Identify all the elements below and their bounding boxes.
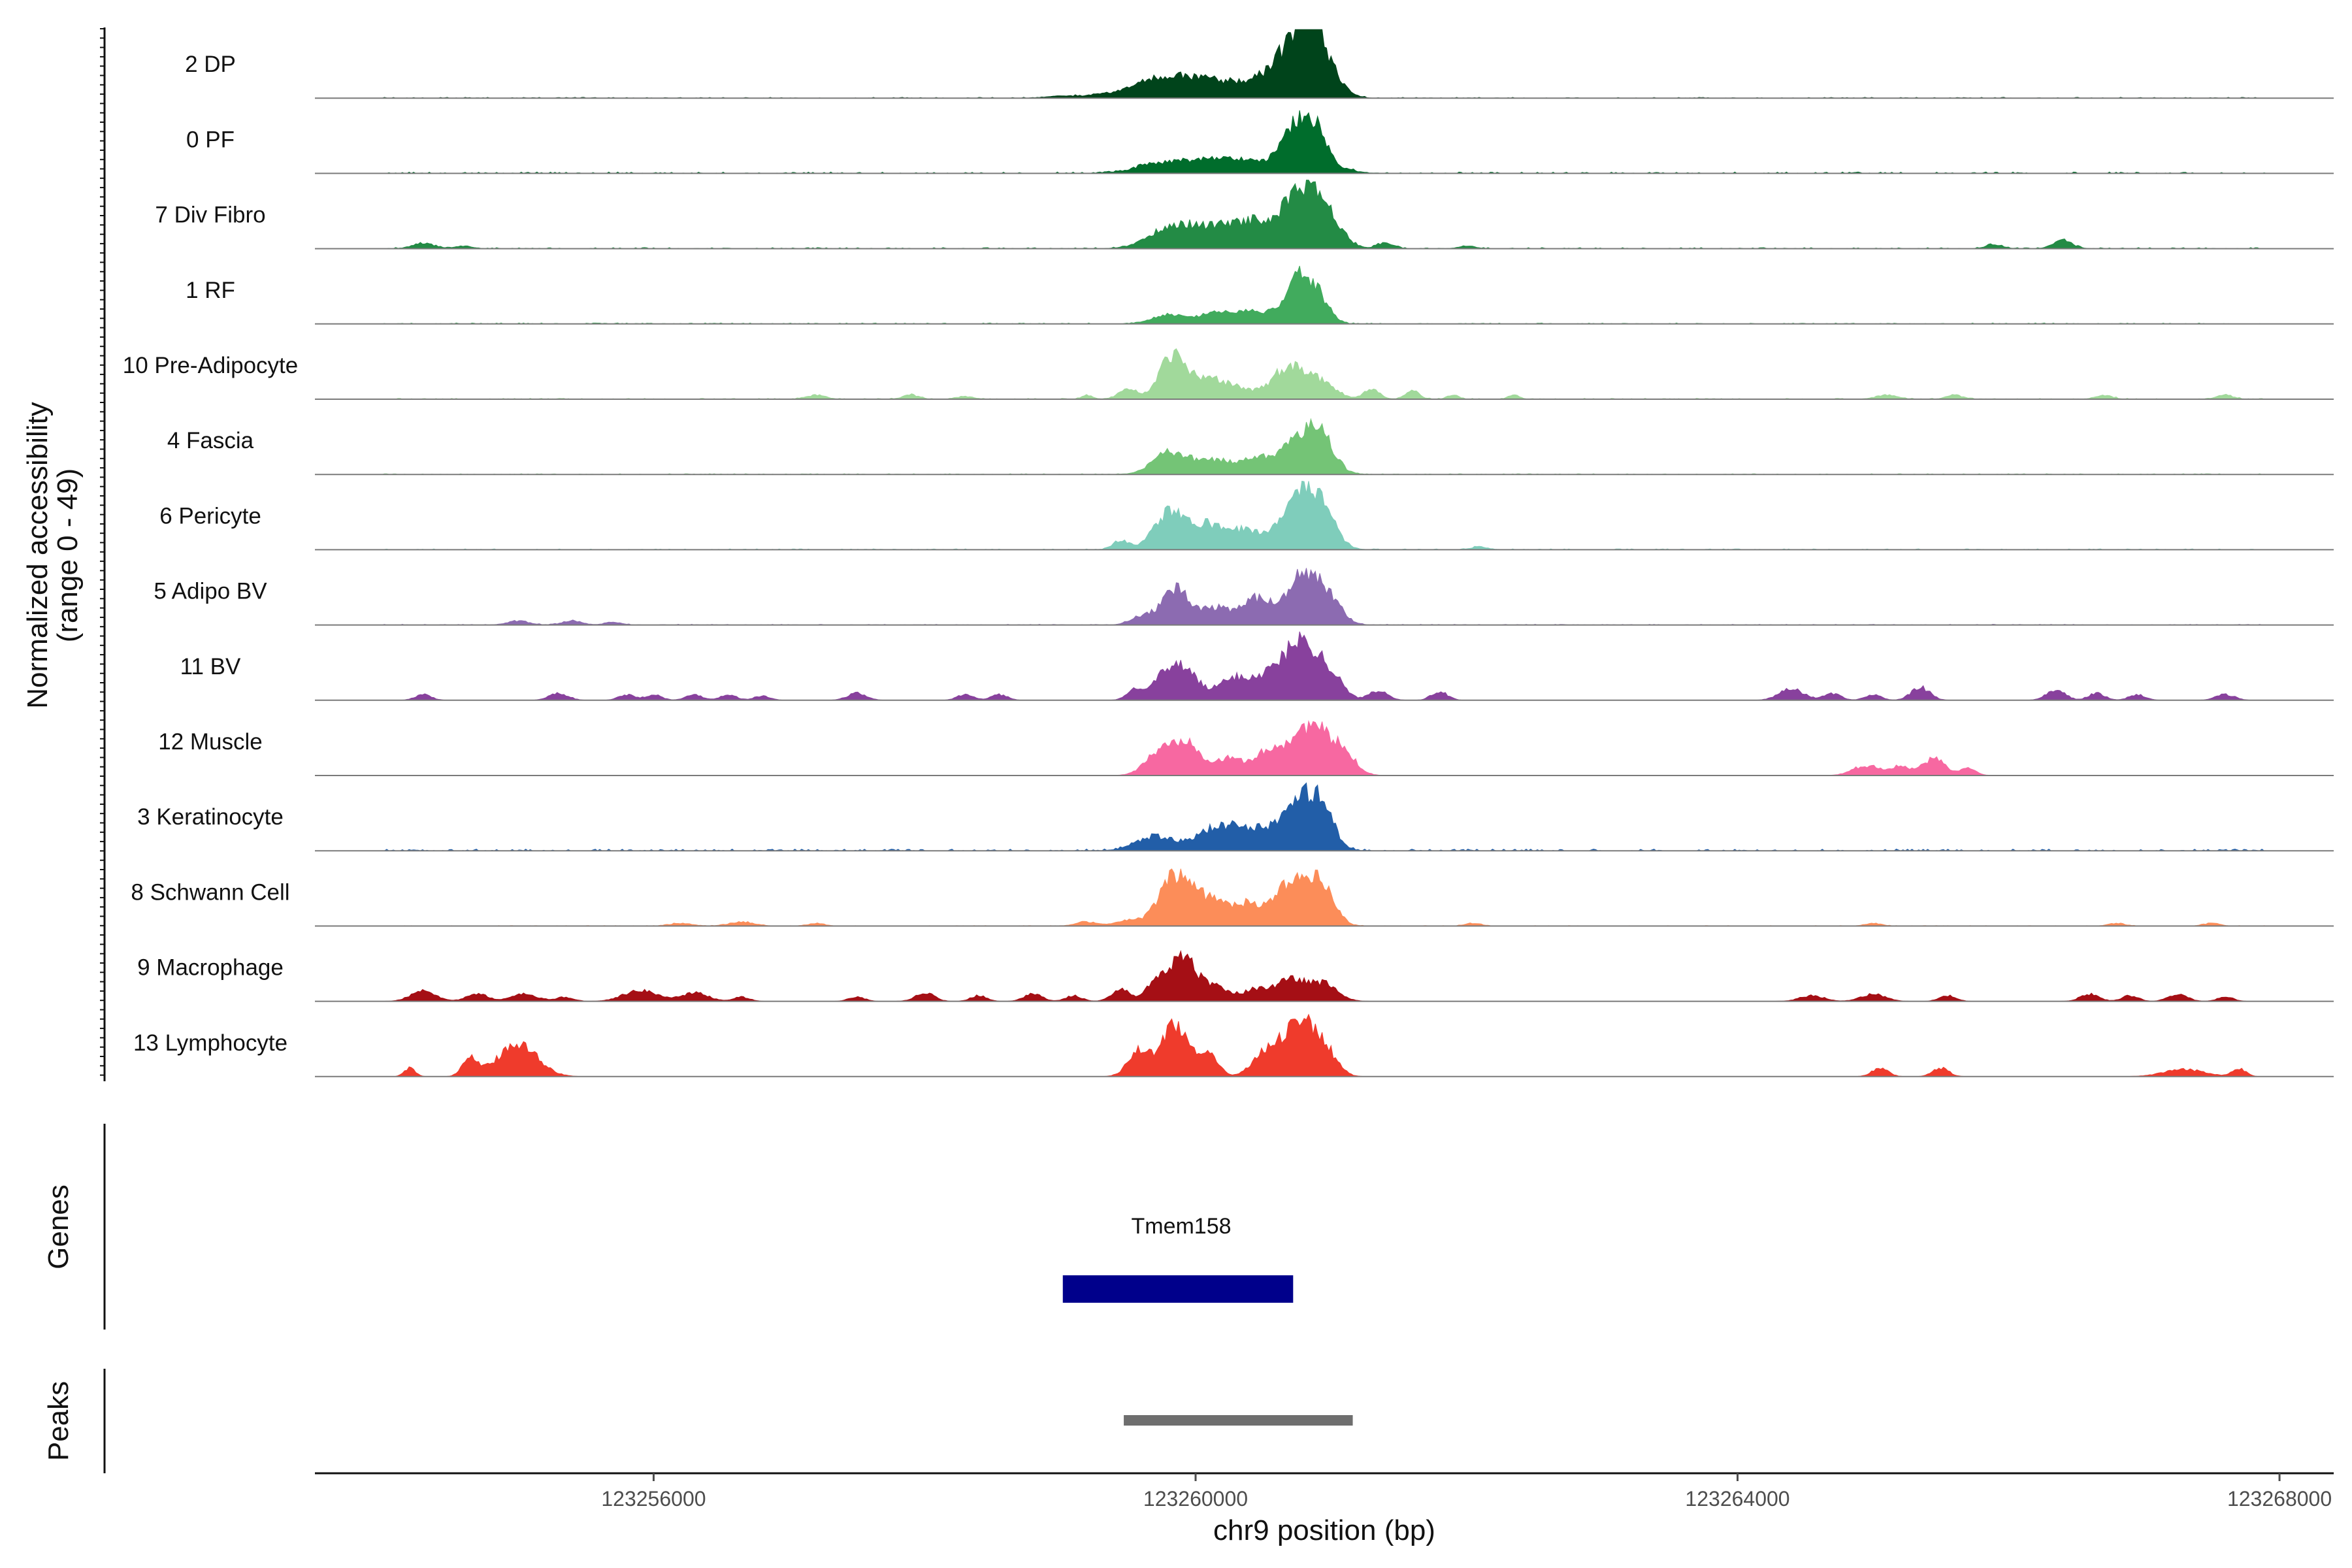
peaks-track: Peaks bbox=[42, 1369, 1353, 1473]
track-label: 1 RF bbox=[186, 278, 235, 303]
coverage-area bbox=[315, 719, 2334, 776]
x-tick-label: 123256000 bbox=[601, 1487, 706, 1511]
peak-region bbox=[1124, 1415, 1353, 1426]
coverage-area bbox=[315, 950, 2334, 1002]
track-13-lymphocyte: 13 Lymphocyte bbox=[133, 1013, 2334, 1077]
x-tick-label: 123264000 bbox=[1685, 1487, 1789, 1511]
track-label: 10 Pre-Adipocyte bbox=[123, 353, 298, 378]
coverage-area bbox=[315, 568, 2334, 626]
coverage-area bbox=[315, 417, 2334, 475]
genes-track: Genes Tmem158 bbox=[42, 1124, 1294, 1330]
y-axis-ruler bbox=[100, 27, 106, 1081]
track-11-bv: 11 BV bbox=[180, 631, 2334, 701]
coverage-area bbox=[315, 480, 2334, 550]
coverage-area bbox=[315, 868, 2334, 926]
track-0-pf: 0 PF bbox=[186, 110, 2334, 174]
track-8-schwann-cell: 8 Schwann Cell bbox=[131, 868, 2334, 927]
track-label: 6 Pericyte bbox=[159, 503, 261, 529]
track-5-adipo-bv: 5 Adipo BV bbox=[154, 568, 2334, 626]
accessibility-tracks: 2 DP 0 PF 7 Div Fibro 1 RF 10 Pre-Adipocyte 4… bbox=[123, 29, 2334, 1077]
track-label: 11 BV bbox=[180, 654, 241, 679]
coverage-area bbox=[315, 180, 2334, 250]
track-label: 8 Schwann Cell bbox=[131, 879, 289, 905]
gene-body bbox=[1062, 1275, 1294, 1303]
y-axis-title: Normalized accessibility bbox=[22, 402, 54, 708]
coverage-area bbox=[315, 782, 2334, 851]
track-label: 7 Div Fibro bbox=[155, 203, 265, 228]
peaks-title: Peaks bbox=[42, 1381, 74, 1461]
x-axis: chr9 position (bp) 123256000 123260000 123… bbox=[315, 1472, 2334, 1546]
track-label: 9 Macrophage bbox=[137, 955, 284, 981]
track-10-pre-adipocyte: 10 Pre-Adipocyte bbox=[123, 348, 2334, 400]
track-label: 13 Lymphocyte bbox=[133, 1030, 287, 1056]
track-6-pericyte: 6 Pericyte bbox=[159, 480, 2334, 551]
track-2-dp: 2 DP bbox=[185, 29, 2334, 99]
x-axis-title: chr9 position (bp) bbox=[1213, 1514, 1435, 1546]
y-axis-range: (range 0 - 49) bbox=[52, 468, 84, 643]
track-label: 3 Keratinocyte bbox=[137, 804, 284, 830]
coverage-area bbox=[315, 29, 2334, 99]
track-label: 12 Muscle bbox=[158, 729, 263, 755]
coverage-area bbox=[315, 265, 2334, 325]
track-3-keratinocyte: 3 Keratinocyte bbox=[137, 782, 2334, 852]
x-tick-label: 123268000 bbox=[2227, 1487, 2332, 1511]
track-9-macrophage: 9 Macrophage bbox=[137, 950, 2334, 1002]
track-label: 4 Fascia bbox=[167, 428, 254, 453]
track-label: 0 PF bbox=[186, 127, 235, 152]
x-tick-label: 123260000 bbox=[1143, 1487, 1248, 1511]
track-12-muscle: 12 Muscle bbox=[158, 719, 2334, 776]
track-1-rf: 1 RF bbox=[186, 265, 2334, 325]
coverage-area bbox=[315, 348, 2334, 400]
coverage-area bbox=[315, 631, 2334, 701]
track-label: 5 Adipo BV bbox=[154, 579, 267, 604]
coverage-area bbox=[315, 1013, 2334, 1077]
track-7-div-fibro: 7 Div Fibro bbox=[155, 180, 2334, 250]
track-4-fascia: 4 Fascia bbox=[167, 417, 2334, 476]
coverage-area bbox=[315, 110, 2334, 174]
gene-label: Tmem158 bbox=[1131, 1214, 1231, 1239]
genes-title: Genes bbox=[42, 1184, 74, 1269]
track-label: 2 DP bbox=[185, 52, 236, 77]
